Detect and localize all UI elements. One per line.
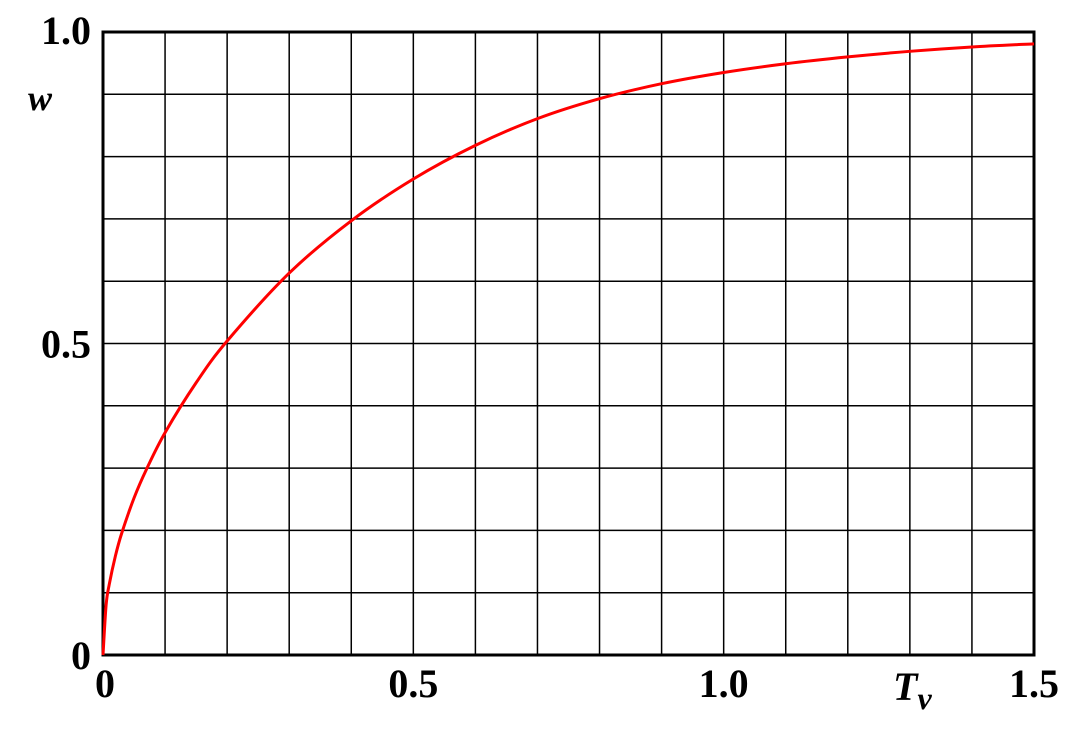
y-tick-label: 0.5: [41, 322, 91, 367]
x-axis-label-subscript: v: [917, 680, 932, 716]
plot-frame: [101, 30, 1036, 657]
grid: [103, 32, 1034, 655]
x-tick-label: 0: [95, 661, 115, 706]
y-axis-label: w: [28, 78, 53, 118]
y-tick-label: 1.0: [41, 8, 91, 53]
x-axis-label: Tv: [893, 664, 932, 716]
axis-ticks: 0 0.5 1.0 1.5 0 0.5 1.0: [41, 8, 1059, 706]
x-axis-label-main: T: [893, 664, 919, 709]
x-tick-label: 1.0: [699, 661, 749, 706]
y-tick-label: 0: [71, 633, 91, 678]
series-line: [101, 42, 1035, 656]
series-group: [101, 42, 1035, 656]
x-tick-label: 1.5: [1009, 661, 1059, 706]
x-tick-label: 0.5: [388, 661, 438, 706]
